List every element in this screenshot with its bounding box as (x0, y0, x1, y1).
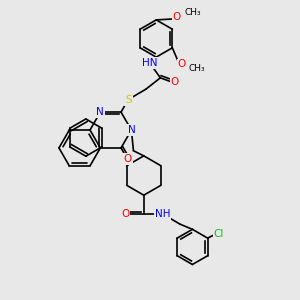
Text: O: O (121, 209, 129, 219)
Text: CH₃: CH₃ (184, 8, 201, 17)
Text: HN: HN (142, 58, 158, 68)
Text: O: O (124, 154, 132, 164)
Text: O: O (173, 12, 181, 22)
Text: O: O (171, 77, 179, 87)
Text: N: N (97, 107, 104, 117)
Text: NH: NH (155, 209, 170, 219)
Text: S: S (125, 94, 132, 105)
Text: Cl: Cl (214, 229, 224, 239)
Text: N: N (128, 125, 135, 135)
Text: CH₃: CH₃ (189, 64, 206, 73)
Text: O: O (178, 59, 186, 69)
